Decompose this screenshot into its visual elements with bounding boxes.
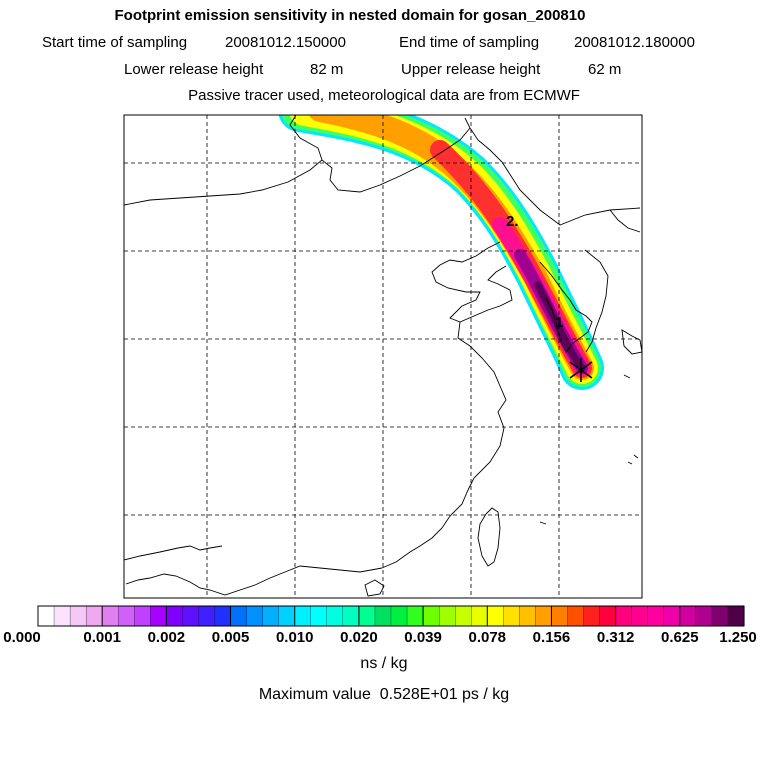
- tracer-note: Passive tracer used, meteorological data…: [188, 87, 580, 104]
- colorbar-cell: [166, 605, 183, 627]
- colorbar-tick-label: 0.156: [532, 629, 571, 646]
- coastlines: [124, 115, 642, 597]
- graticule: [124, 115, 642, 598]
- colorbar-tick-label: 0.039: [404, 629, 442, 646]
- colorbar-cell: [246, 605, 264, 627]
- colorbar-cell: [599, 605, 617, 627]
- colorbar-tick-label: 0.005: [211, 629, 250, 646]
- end-time-value: 20081012.180000: [574, 34, 695, 51]
- south-china-coast: [125, 565, 383, 596]
- korea-peninsula: [539, 261, 593, 353]
- colorbar-tick-label: 0.010: [275, 629, 314, 646]
- colorbar-cell: [390, 605, 408, 627]
- colorbar-tick-label: 0.625: [661, 629, 699, 646]
- southwest-border: [124, 545, 223, 561]
- colorbar-tick-label: 0.000: [3, 629, 41, 646]
- japan-kyushu: [621, 329, 642, 355]
- maximum-value-label: Maximum value: [258, 686, 371, 703]
- colorbar-cell: [455, 605, 472, 627]
- colorbar-cell: [230, 605, 248, 627]
- colorbar-cell: [198, 605, 216, 627]
- lower-release-label: Lower release height: [124, 61, 264, 78]
- colorbar-cell: [102, 605, 119, 627]
- lower-release-value: 82 m: [310, 61, 344, 78]
- colorbar-cell: [471, 605, 488, 627]
- colorbar-units: ns / kg: [360, 655, 408, 672]
- colorbar-cell: [631, 605, 649, 627]
- china-east-coast: [381, 321, 507, 569]
- colorbar-cell: [663, 605, 681, 627]
- colorbar-cell: [647, 605, 665, 627]
- colorbar-cell: [182, 605, 200, 627]
- japan-honshu: [609, 209, 641, 233]
- colorbar-cell: [150, 605, 167, 627]
- northern-border: [124, 115, 323, 206]
- colorbar-cell: [294, 605, 312, 627]
- colorbar-cell: [711, 605, 729, 627]
- bohai-coast: [431, 241, 513, 323]
- plume-label-1: 1: [555, 314, 563, 331]
- colorbar-cell: [567, 605, 585, 627]
- manchuria-border: [321, 117, 471, 193]
- colorbar-cell: [53, 605, 71, 627]
- release-station-marker: [569, 358, 593, 382]
- plume-layer-dark: [534, 281, 586, 372]
- colorbar-tick-label: 0.078: [468, 629, 507, 646]
- colorbar-cell: [262, 605, 280, 627]
- maximum-value-number: 0.528E+01 ps / kg: [379, 686, 510, 703]
- hainan-island: [364, 579, 385, 597]
- colorbar-cell: [615, 605, 633, 627]
- colorbar-cell: [438, 605, 456, 627]
- colorbar-cell: [535, 605, 553, 627]
- maximum-value: Maximum value 0.528E+01 ps / kg: [0, 686, 768, 704]
- colorbar-cell: [118, 605, 135, 627]
- colorbar-cell: [487, 605, 504, 627]
- colorbar-tick-label: 0.001: [83, 629, 121, 646]
- colorbar-frame: [37, 605, 745, 627]
- ryukyu-islands: [539, 374, 639, 525]
- colorbar-cell: [551, 605, 569, 627]
- colorbar-cell: [695, 605, 713, 627]
- colorbar-cell: [134, 605, 151, 627]
- colorbar-cell: [358, 605, 376, 627]
- colorbar-tick-label: 0.002: [147, 629, 186, 646]
- colorbar-cell: [422, 605, 440, 627]
- colorbar-cell: [278, 605, 296, 627]
- colorbar-cell: [583, 605, 601, 627]
- colorbar-cell: [69, 605, 87, 627]
- plume-label-2: 2.: [506, 213, 519, 230]
- colorbar-cell: [310, 605, 328, 627]
- korea-east-coast: [584, 249, 609, 353]
- colorbar-tick-label: 1.250: [719, 629, 757, 646]
- start-time-value: 20081012.150000: [225, 34, 346, 51]
- china-korea-border: [469, 127, 641, 226]
- colorbar-cell: [679, 605, 697, 627]
- colorbar-cell: [214, 605, 232, 627]
- plot-title: Footprint emission sensitivity in nested…: [114, 7, 586, 24]
- colorbar-cell: [326, 605, 344, 627]
- colorbar-cell: [85, 605, 103, 627]
- colorbar-cell: [37, 605, 55, 627]
- colorbar-cell: [519, 605, 536, 627]
- colorbar-tick-label: 0.312: [596, 629, 635, 646]
- colorbar-cell: [374, 605, 392, 627]
- colorbar-cell: [503, 605, 520, 627]
- end-time-label: End time of sampling: [399, 34, 540, 51]
- colorbar-cell: [406, 605, 424, 627]
- colorbar-tick-label: 0.020: [340, 629, 378, 646]
- colorbar-cell: [727, 605, 745, 627]
- start-time-label: Start time of sampling: [42, 34, 188, 51]
- taiwan: [477, 507, 501, 567]
- map-frame: [123, 114, 643, 599]
- colorbar-cell: [342, 605, 360, 627]
- upper-release-value: 62 m: [588, 61, 622, 78]
- upper-release-label: Upper release height: [401, 61, 541, 78]
- footprint-plume: [278, 115, 604, 390]
